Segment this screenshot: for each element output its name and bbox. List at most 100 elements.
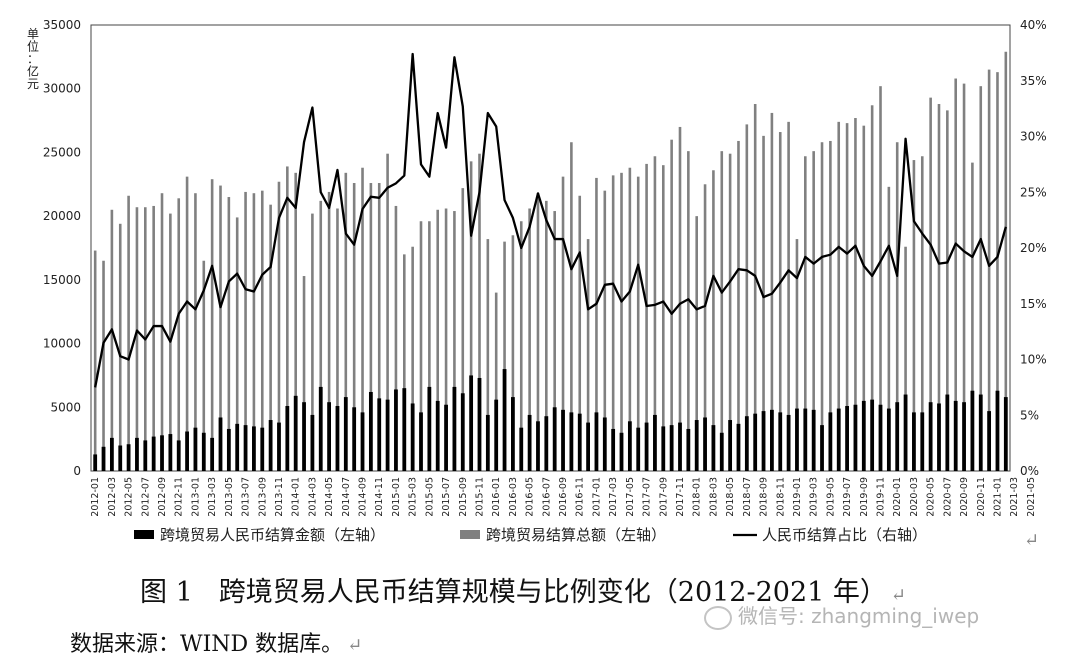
x-tick-label: 2012-09 [157, 477, 168, 517]
total-bar [152, 205, 155, 471]
y-left-tick-label: 20000 [43, 209, 81, 223]
total-bar [854, 118, 857, 472]
figure-title: 跨境贸易人民币结算规模与比例变化（2012-2021 年） [218, 577, 887, 608]
rmb-bar [310, 414, 315, 471]
rmb-bar [118, 445, 123, 471]
rmb-bar [460, 393, 465, 471]
total-bar [361, 167, 364, 471]
rmb-bar [627, 421, 632, 471]
total-bar [870, 105, 874, 471]
rmb-bars-group [93, 369, 1008, 471]
rmb-bar [569, 412, 574, 471]
total-bar [971, 162, 974, 471]
total-bar [570, 142, 573, 472]
rmb-bar [903, 394, 908, 471]
x-tick-label: 2014-03 [307, 477, 318, 517]
rmb-bar [770, 409, 774, 471]
rmb-bar [377, 398, 382, 471]
source-text: 数据来源：WIND 数据库。 [70, 632, 344, 657]
total-bar [118, 223, 122, 471]
rmb-bar [352, 407, 357, 471]
total-bar [778, 132, 782, 472]
total-bar [595, 177, 598, 471]
x-tick-label: 2019-07 [842, 477, 853, 517]
x-tick-label: 2015-11 [474, 477, 485, 517]
total-bar [720, 151, 724, 471]
total-bar [327, 191, 331, 471]
x-tick-label: 2013-07 [241, 477, 252, 517]
legend-rmb-swatch [134, 530, 154, 539]
rmb-bar [978, 394, 983, 471]
x-tick-label: 2014-07 [341, 477, 352, 517]
total-bar [486, 239, 490, 471]
total-bar [344, 172, 348, 471]
total-bar [895, 142, 899, 472]
total-bar [419, 221, 423, 471]
rmb-bar [861, 400, 866, 471]
y-unit-char: 亿 [27, 64, 39, 79]
x-tick-label: 2016-07 [541, 477, 552, 517]
rmb-bar [778, 412, 783, 471]
plot-area-frame [90, 24, 1011, 472]
rmb-bar [728, 420, 733, 471]
x-tick-label: 2012-11 [174, 477, 185, 517]
total-bar [503, 241, 506, 471]
total-bar [695, 216, 698, 471]
rmb-bar [469, 375, 474, 471]
rmb-bar [343, 397, 348, 471]
x-tick-label: 2015-05 [424, 477, 435, 517]
total-bar [553, 211, 556, 472]
rmb-bar [611, 428, 616, 471]
total-bar [411, 246, 414, 471]
x-tick-label: 2017-01 [591, 477, 602, 517]
rmb-bar [744, 416, 749, 471]
y-left-tick-label: 30000 [43, 82, 81, 96]
y-left-tick-label: 25000 [43, 145, 81, 159]
rmb-bar [953, 400, 958, 471]
total-bar [210, 179, 214, 471]
rmb-bar [1003, 397, 1008, 471]
rmb-bar [410, 403, 415, 471]
total-bar [636, 176, 640, 471]
x-tick-label: 2017-11 [675, 477, 686, 517]
rmb-bar [795, 408, 799, 471]
total-bar [478, 153, 481, 471]
total-bar [369, 183, 373, 471]
rmb-bar [912, 412, 916, 471]
rmb-bar [719, 432, 724, 471]
total-bar [244, 191, 247, 471]
rmb-bar [586, 422, 590, 471]
x-tick-label: 2018-07 [742, 477, 753, 517]
rmb-bar [335, 406, 340, 471]
y-right-tick-label: 35% [1020, 74, 1047, 88]
total-bar [561, 176, 565, 471]
rmb-bar [653, 414, 657, 471]
rmb-bar [736, 423, 741, 471]
x-tick-label: 2018-09 [759, 477, 770, 517]
rmb-bar [937, 403, 941, 471]
wechat-icon [704, 605, 732, 630]
total-bar [678, 126, 682, 471]
total-bar [311, 213, 314, 471]
rmb-bar [945, 394, 950, 471]
x-tick-label: 2013-03 [207, 477, 218, 517]
rmb-bar [252, 426, 256, 471]
rmb-bar [135, 437, 139, 471]
x-tick-label: 2021-05 [1026, 477, 1037, 517]
rmb-bar [385, 399, 390, 471]
x-tick-label: 2020-11 [976, 477, 987, 517]
total-bar [937, 104, 941, 471]
rmb-bar [552, 407, 557, 471]
total-bar [277, 181, 281, 472]
rmb-bar [109, 437, 114, 471]
y-right-tick-label: 15% [1020, 297, 1047, 311]
rmb-bar [895, 402, 900, 471]
total-bar [519, 221, 523, 471]
legend-total-label: 跨境贸易结算总额（左轴） [486, 526, 666, 544]
total-bar [603, 190, 607, 471]
total-bar [620, 172, 623, 471]
x-tick-label: 2016-01 [491, 477, 502, 517]
x-tick-label: 2018-05 [725, 477, 736, 517]
rmb-bar [93, 454, 98, 471]
rmb-bar [477, 377, 482, 471]
